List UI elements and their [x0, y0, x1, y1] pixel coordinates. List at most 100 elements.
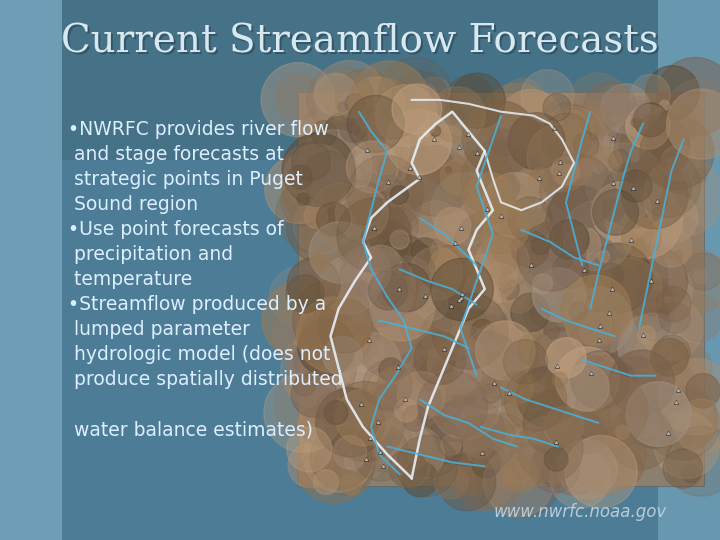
- Circle shape: [594, 236, 631, 274]
- Circle shape: [539, 332, 577, 372]
- Circle shape: [374, 416, 432, 474]
- Circle shape: [661, 145, 697, 181]
- Circle shape: [316, 242, 347, 273]
- Circle shape: [353, 425, 409, 481]
- Circle shape: [616, 245, 688, 318]
- Circle shape: [640, 116, 714, 190]
- Circle shape: [597, 371, 670, 444]
- Circle shape: [472, 448, 500, 477]
- Circle shape: [443, 451, 465, 474]
- Circle shape: [543, 93, 570, 121]
- Circle shape: [282, 164, 340, 221]
- Circle shape: [550, 110, 593, 153]
- Circle shape: [344, 453, 363, 471]
- Circle shape: [592, 420, 614, 441]
- Circle shape: [345, 253, 359, 266]
- Circle shape: [295, 340, 302, 346]
- Circle shape: [346, 141, 398, 193]
- Circle shape: [354, 263, 369, 279]
- Circle shape: [287, 191, 360, 264]
- Circle shape: [485, 374, 510, 399]
- Circle shape: [318, 261, 366, 308]
- Circle shape: [621, 162, 688, 229]
- Circle shape: [620, 170, 652, 202]
- Circle shape: [444, 235, 517, 309]
- Circle shape: [312, 120, 337, 146]
- Circle shape: [456, 205, 463, 211]
- Circle shape: [338, 141, 351, 153]
- Circle shape: [420, 145, 451, 177]
- Circle shape: [481, 383, 500, 403]
- Circle shape: [442, 315, 515, 388]
- Circle shape: [682, 464, 700, 483]
- Circle shape: [320, 360, 348, 388]
- Circle shape: [487, 416, 554, 482]
- Circle shape: [510, 232, 524, 247]
- Circle shape: [607, 449, 644, 486]
- Circle shape: [414, 458, 424, 468]
- Circle shape: [503, 340, 548, 384]
- Circle shape: [593, 356, 672, 436]
- Circle shape: [450, 73, 505, 128]
- Circle shape: [297, 297, 372, 373]
- Circle shape: [349, 77, 405, 133]
- Circle shape: [487, 205, 512, 229]
- Circle shape: [557, 350, 604, 397]
- Circle shape: [571, 295, 624, 348]
- Circle shape: [547, 125, 579, 156]
- Circle shape: [415, 125, 436, 145]
- Circle shape: [595, 258, 662, 326]
- Circle shape: [664, 79, 720, 153]
- Circle shape: [533, 268, 586, 322]
- Circle shape: [429, 388, 463, 422]
- Circle shape: [469, 322, 528, 382]
- Circle shape: [457, 274, 490, 308]
- Circle shape: [505, 317, 584, 395]
- Circle shape: [340, 116, 367, 143]
- Circle shape: [448, 150, 506, 208]
- Circle shape: [381, 177, 410, 207]
- Circle shape: [315, 393, 348, 425]
- Circle shape: [397, 435, 458, 496]
- Circle shape: [478, 350, 505, 377]
- Circle shape: [348, 221, 369, 241]
- Circle shape: [500, 90, 562, 151]
- Circle shape: [467, 348, 505, 386]
- Circle shape: [386, 109, 451, 175]
- Circle shape: [440, 271, 490, 322]
- Circle shape: [561, 275, 631, 346]
- Circle shape: [318, 299, 372, 353]
- Circle shape: [390, 186, 408, 204]
- Circle shape: [361, 143, 412, 193]
- Circle shape: [424, 252, 436, 264]
- Circle shape: [546, 338, 586, 378]
- Circle shape: [483, 447, 554, 517]
- Text: Current Streamflow Forecasts: Current Streamflow Forecasts: [61, 24, 659, 60]
- Circle shape: [657, 389, 717, 450]
- Circle shape: [539, 368, 612, 442]
- Circle shape: [569, 73, 628, 132]
- Circle shape: [675, 295, 720, 342]
- Circle shape: [654, 347, 683, 376]
- Circle shape: [287, 427, 332, 472]
- Circle shape: [572, 119, 588, 134]
- Circle shape: [573, 132, 599, 158]
- Circle shape: [284, 144, 350, 210]
- Circle shape: [580, 306, 615, 341]
- Circle shape: [685, 374, 720, 408]
- Circle shape: [361, 227, 378, 244]
- Circle shape: [292, 142, 330, 181]
- Circle shape: [328, 180, 390, 242]
- Circle shape: [419, 326, 490, 396]
- Circle shape: [462, 366, 528, 433]
- Circle shape: [602, 163, 667, 228]
- Circle shape: [655, 193, 687, 224]
- Circle shape: [567, 414, 608, 454]
- Circle shape: [384, 153, 464, 232]
- Circle shape: [503, 428, 552, 477]
- Circle shape: [448, 332, 525, 409]
- Circle shape: [297, 130, 372, 205]
- Circle shape: [517, 366, 577, 427]
- Circle shape: [364, 335, 400, 372]
- Circle shape: [438, 454, 496, 511]
